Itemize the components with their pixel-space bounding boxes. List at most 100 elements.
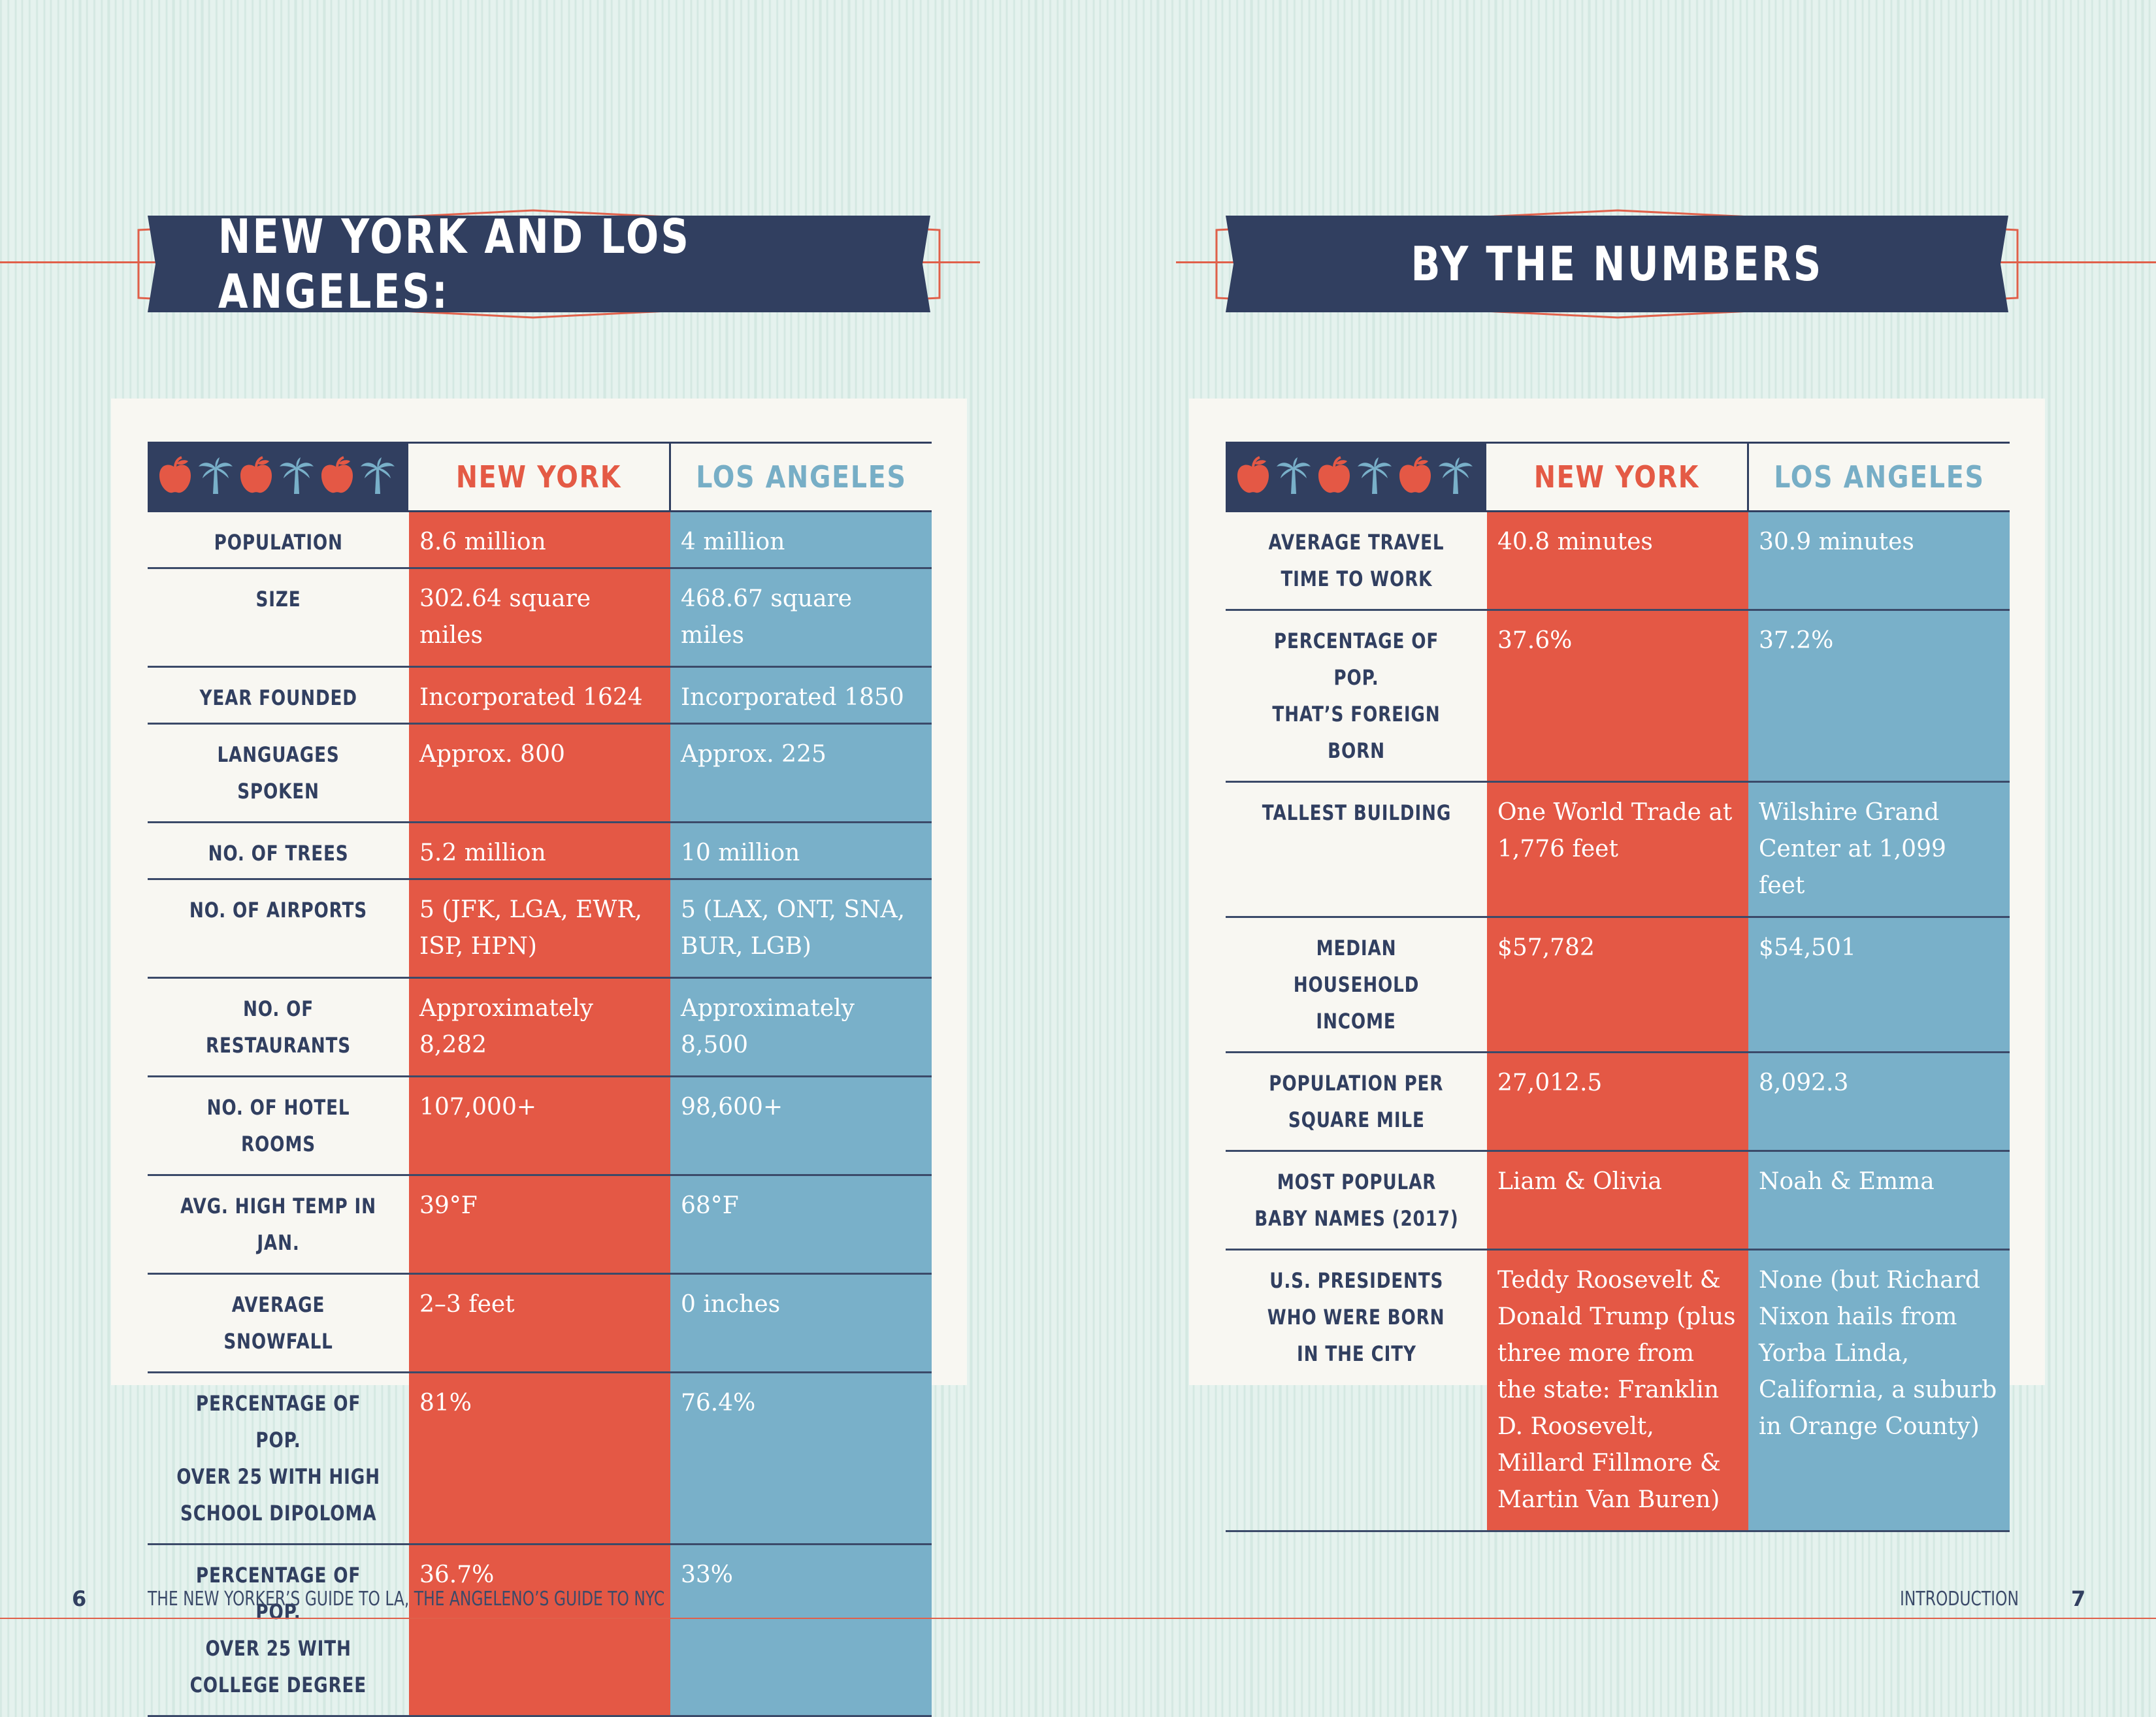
row-label-line: NO. OF AIRPORTS: [189, 898, 368, 923]
row-label: LANGUAGES SPOKEN: [148, 725, 409, 821]
table-body: POPULATION 8.6 million 4 million SIZE 302.64…: [148, 512, 932, 1717]
table-row: NO. OF HOTEL ROOMS 107,000+ 98,600+: [148, 1077, 932, 1176]
new-york-value: Teddy Roosevelt & Donald Trump (plus thr…: [1487, 1251, 1748, 1530]
page-title: BY THE NUMBERS: [1411, 237, 1823, 291]
row-label-line: AVG. HIGH TEMP IN JAN.: [180, 1194, 376, 1255]
row-label-line: NO. OF HOTEL ROOMS: [206, 1095, 350, 1156]
row-label-line: TALLEST BUILDING: [1262, 800, 1451, 825]
column-header-los-angeles: LOS ANGELES: [696, 459, 907, 495]
los-angeles-value: 0 inches: [670, 1275, 932, 1371]
new-york-value: 37.6%: [1487, 611, 1748, 781]
apple-icon: [1397, 456, 1433, 498]
row-label-line: SCHOOL DIPOLOMA: [180, 1501, 377, 1526]
los-angeles-value: 5 (LAX, ONT, SNA, BUR, LGB): [670, 880, 932, 977]
new-york-value: 27,012.5: [1487, 1053, 1748, 1150]
table-row: NO. OF AIRPORTS 5 (JFK, LGA, EWR, ISP, HP…: [148, 880, 932, 979]
row-label: SIZE: [148, 569, 409, 666]
row-label-line: TIME TO WORK: [1281, 566, 1432, 591]
row-label-line: SIZE: [255, 587, 301, 612]
row-label: AVG. HIGH TEMP IN JAN.: [148, 1176, 409, 1273]
los-angeles-value: 10 million: [670, 823, 932, 878]
row-label: POPULATION: [148, 512, 409, 567]
row-label: NO. OF AIRPORTS: [148, 880, 409, 977]
row-label-line: PERCENTAGE OF POP.: [1273, 629, 1439, 690]
row-label: NO. OF TREES: [148, 823, 409, 878]
banner-frame: [1215, 209, 2019, 319]
table-row: PERCENTAGE OF POP. OVER 25 WITH COLLEGE DE…: [148, 1545, 932, 1717]
row-label-line: MOST POPULAR: [1277, 1169, 1436, 1194]
los-angeles-value: $54,501: [1748, 918, 2010, 1051]
row-label-line: NO. OF TREES: [208, 841, 349, 866]
running-head-left: THE NEW YORKER’S GUIDE TO LA, THE ANGELE…: [148, 1588, 665, 1611]
los-angeles-value: 33%: [670, 1545, 932, 1715]
row-label: MEDIAN HOUSEHOLD INCOME: [1226, 918, 1487, 1051]
table-row: AVERAGE SNOWFALL 2–3 feet 0 inches: [148, 1275, 932, 1373]
row-label-line: MEDIAN HOUSEHOLD: [1293, 936, 1420, 997]
palm-tree-icon: [1437, 456, 1474, 498]
row-label: NO. OF RESTAURANTS: [148, 979, 409, 1075]
right-title-banner: BY THE NUMBERS: [1215, 209, 2019, 319]
row-label-line: COLLEGE DEGREE: [189, 1673, 367, 1697]
banner-frame: [137, 209, 941, 319]
row-label: AVERAGE TRAVEL TIME TO WORK: [1226, 512, 1487, 609]
apple-icon: [1316, 456, 1352, 498]
new-york-value: 36.7%: [409, 1545, 670, 1715]
apple-icon: [238, 456, 274, 498]
column-header-new-york: NEW YORK: [1533, 459, 1700, 495]
table-row: AVG. HIGH TEMP IN JAN. 39°F 68°F: [148, 1176, 932, 1275]
table-header: NEW YORK LOS ANGELES: [148, 442, 932, 512]
new-york-value: Incorporated 1624: [409, 668, 670, 723]
los-angeles-value: Incorporated 1850: [670, 668, 932, 723]
los-angeles-value: 37.2%: [1748, 611, 2010, 781]
left-title-banner: NEW YORK AND LOS ANGELES:: [137, 209, 941, 319]
new-york-value: 5 (JFK, LGA, EWR, ISP, HPN): [409, 880, 670, 977]
row-label: U.S. PRESIDENTS WHO WERE BORN IN THE CITY: [1226, 1251, 1487, 1530]
row-label-line: LANGUAGES SPOKEN: [217, 742, 340, 804]
table-header: NEW YORK LOS ANGELES: [1226, 442, 2010, 512]
table-row: POPULATION 8.6 million 4 million: [148, 512, 932, 569]
los-angeles-value: 68°F: [670, 1176, 932, 1273]
row-label: PERCENTAGE OF POP. OVER 25 WITH HIGH SCHOO…: [148, 1373, 409, 1543]
row-label-line: PERCENTAGE OF POP.: [195, 1563, 361, 1624]
row-label-line: AVERAGE SNOWFALL: [223, 1292, 333, 1354]
new-york-value: 302.64 square miles: [409, 569, 670, 666]
header-divider: [669, 444, 672, 510]
apple-icon: [1235, 456, 1271, 498]
palm-tree-icon: [197, 456, 234, 498]
table-row: U.S. PRESIDENTS WHO WERE BORN IN THE CITY T…: [1226, 1251, 2010, 1532]
row-label: NO. OF HOTEL ROOMS: [148, 1077, 409, 1174]
table-row: NO. OF RESTAURANTS Approximately 8,282 App…: [148, 979, 932, 1077]
row-label-line: NO. OF RESTAURANTS: [206, 996, 351, 1058]
page-title: NEW YORK AND LOS ANGELES:: [218, 209, 691, 319]
los-angeles-value: None (but Richard Nixon hails from Yorba…: [1748, 1251, 2010, 1530]
row-label-line: POPULATION PER: [1269, 1071, 1444, 1096]
row-label-line: U.S. PRESIDENTS: [1269, 1268, 1444, 1293]
table-row: MOST POPULAR BABY NAMES (2017) Liam & Oliv…: [1226, 1152, 2010, 1251]
comparison-table-left: NEW YORK LOS ANGELES POPULATION 8.6 milli…: [148, 442, 932, 1717]
banner-band: [1226, 216, 2008, 312]
new-york-value: 5.2 million: [409, 823, 670, 878]
new-york-value: 2–3 feet: [409, 1275, 670, 1371]
row-label-line: AVERAGE TRAVEL: [1268, 530, 1445, 555]
row-label-line: THAT’S FOREIGN BORN: [1272, 702, 1441, 763]
new-york-value: 81%: [409, 1373, 670, 1543]
new-york-value: 8.6 million: [409, 512, 670, 567]
table-body: AVERAGE TRAVEL TIME TO WORK 40.8 minutes 30…: [1226, 512, 2010, 1532]
los-angeles-value: 76.4%: [670, 1373, 932, 1543]
row-label-line: INCOME: [1316, 1009, 1397, 1034]
row-label: YEAR FOUNDED: [148, 668, 409, 723]
row-label: POPULATION PER SQUARE MILE: [1226, 1053, 1487, 1150]
column-header-new-york: NEW YORK: [455, 459, 622, 495]
new-york-value: Liam & Olivia: [1487, 1152, 1748, 1249]
table-row: TALLEST BUILDING One World Trade at 1,776…: [1226, 783, 2010, 918]
row-label-line: IN THE CITY: [1296, 1341, 1416, 1366]
row-label-line: WHO WERE BORN: [1267, 1305, 1445, 1330]
los-angeles-value: Approximately 8,500: [670, 979, 932, 1075]
los-angeles-value: 98,600+: [670, 1077, 932, 1174]
row-label: MOST POPULAR BABY NAMES (2017): [1226, 1152, 1487, 1249]
apple-icon: [319, 456, 355, 498]
los-angeles-value: 4 million: [670, 512, 932, 567]
los-angeles-value: 30.9 minutes: [1748, 512, 2010, 609]
icon-strip: [148, 444, 409, 510]
los-angeles-value: Noah & Emma: [1748, 1152, 2010, 1249]
